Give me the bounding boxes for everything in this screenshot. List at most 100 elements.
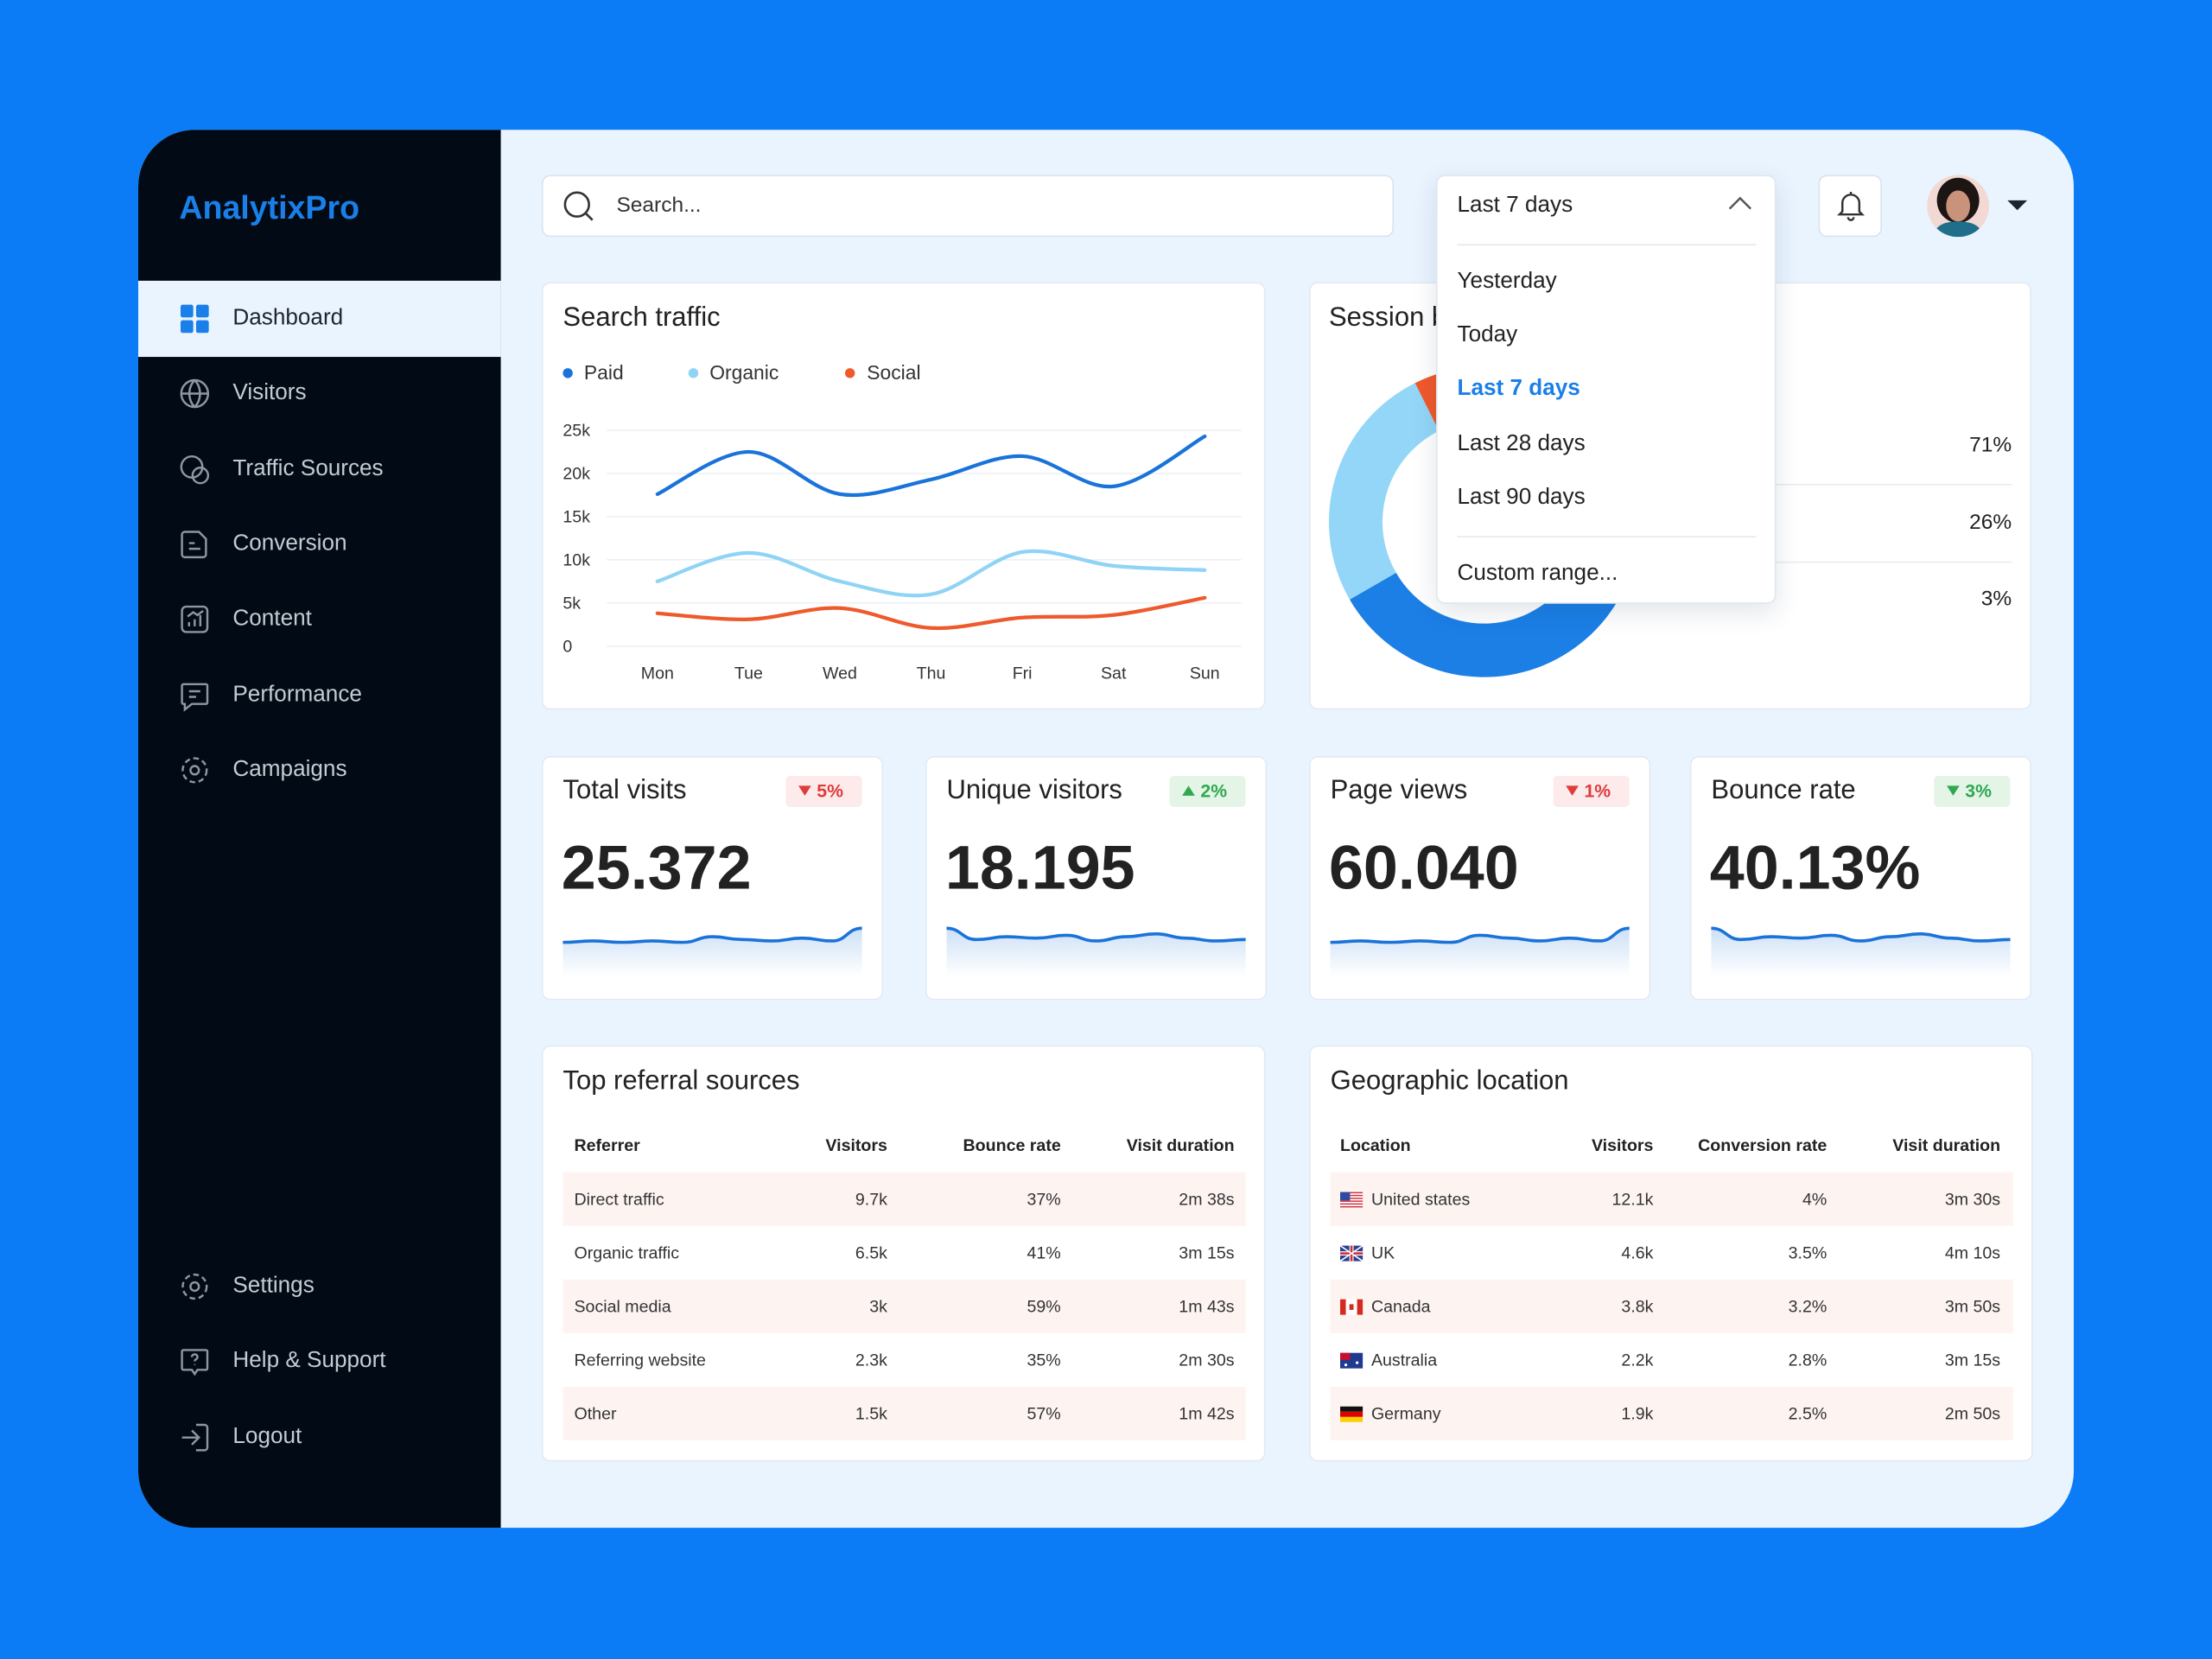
avatar-caret xyxy=(2007,200,2028,211)
x-tick-label: Sun xyxy=(1190,664,1220,683)
nav-item[interactable]: Performance xyxy=(232,682,362,707)
table-cell: 2m 50s xyxy=(1944,1403,2001,1424)
nav-item[interactable]: Settings xyxy=(232,1274,315,1299)
nav-item[interactable]: Content xyxy=(232,607,312,632)
nav-item[interactable]: Conversion xyxy=(232,531,347,556)
legend-dot xyxy=(562,367,573,378)
arrow xyxy=(798,785,811,796)
value-label: 3% xyxy=(1980,587,2012,611)
kpi-change: 2% xyxy=(1200,779,1228,802)
nav-item[interactable]: Help & Support xyxy=(232,1349,386,1374)
column-header: Bounce rate xyxy=(963,1135,1061,1156)
sparkline xyxy=(1330,926,1630,976)
table-cell: 4.6k xyxy=(1621,1243,1654,1263)
dropdown-option[interactable]: Yesterday xyxy=(1457,269,1557,294)
icon-part xyxy=(1837,192,1866,221)
dropdown-option[interactable]: Last 90 days xyxy=(1457,485,1586,510)
x-tick-label: Fri xyxy=(1013,664,1033,683)
table-cell: 2m 30s xyxy=(1179,1350,1235,1370)
kpi-value: 60.040 xyxy=(1328,833,1519,903)
nav-icon xyxy=(181,1273,208,1300)
icon-part xyxy=(187,610,204,627)
flag xyxy=(1340,1405,1363,1421)
trend-arrow xyxy=(798,785,811,796)
search-box[interactable] xyxy=(541,175,1395,238)
nav-item[interactable]: Campaigns xyxy=(232,757,347,782)
dropdown-selected[interactable]: Last 7 days xyxy=(1457,193,1573,218)
row-bg xyxy=(1330,1279,2013,1333)
flag-part xyxy=(1357,1298,1363,1314)
row-bg xyxy=(563,1386,1246,1440)
flag xyxy=(1340,1191,1363,1207)
nav-item[interactable]: Logout xyxy=(232,1424,302,1449)
caret xyxy=(2007,200,2028,211)
icon-part xyxy=(195,320,209,334)
nav-icon xyxy=(181,1423,209,1451)
chevron xyxy=(1728,196,1751,210)
dropdown-option[interactable]: Last 7 days xyxy=(1457,377,1580,402)
kpi-title: Bounce rate xyxy=(1711,775,1856,806)
nav-item[interactable]: Traffic Sources xyxy=(232,456,384,481)
legend-dot xyxy=(844,367,855,378)
table-title: Geographic location xyxy=(1330,1066,1569,1096)
dropdown-option[interactable]: Custom range... xyxy=(1457,561,1618,586)
dropdown-option[interactable]: Last 28 days xyxy=(1457,430,1586,455)
row-divider xyxy=(1693,560,2012,563)
nav-icon xyxy=(180,379,210,409)
y-tick-label: 5k xyxy=(563,594,581,613)
sparkline-area xyxy=(1711,928,2011,976)
table-cell: 3m 15s xyxy=(1944,1350,2001,1370)
date-dropdown[interactable] xyxy=(1436,175,1777,604)
table-cell: 1m 43s xyxy=(1179,1296,1235,1317)
table-cell: 57% xyxy=(1027,1403,1061,1424)
kpi-change: 1% xyxy=(1584,779,1611,802)
avatar xyxy=(1927,175,1990,238)
dropdown-option[interactable]: Today xyxy=(1457,323,1518,347)
nav-icon xyxy=(180,454,210,484)
nav-icon xyxy=(180,304,209,334)
table-cell: 2.5% xyxy=(1788,1403,1827,1424)
kpi-value: 40.13% xyxy=(1709,833,1921,903)
sidebar xyxy=(138,130,501,1529)
nav-item[interactable]: Visitors xyxy=(232,381,307,406)
table-cell: 2m 38s xyxy=(1179,1189,1235,1210)
kpi-badge xyxy=(1553,775,1630,807)
table-cell: 3m 50s xyxy=(1944,1296,2001,1317)
sparkline xyxy=(946,926,1246,976)
nav-item[interactable]: Dashboard xyxy=(232,306,344,331)
dropdown-divider xyxy=(1457,536,1757,538)
y-tick-label: 25k xyxy=(563,421,590,440)
flag-part xyxy=(1355,1360,1359,1363)
sparkline-line xyxy=(946,926,1246,943)
table-cell: 35% xyxy=(1027,1350,1061,1370)
table-cell: Organic traffic xyxy=(574,1243,680,1263)
table-cell: 3.2% xyxy=(1788,1296,1827,1317)
column-header: Visit duration xyxy=(1892,1135,2001,1156)
kpi-title: Page views xyxy=(1330,775,1468,806)
legend-dot xyxy=(687,367,698,378)
column-header: Referrer xyxy=(574,1135,640,1156)
flag-part xyxy=(1340,1298,1346,1314)
table-cell: Other xyxy=(574,1403,617,1424)
flag-part xyxy=(1340,1405,1363,1411)
notification-button[interactable] xyxy=(1818,175,1882,238)
legend-label: Organic xyxy=(709,360,779,385)
icon-part xyxy=(181,682,209,711)
trend-arrow xyxy=(1182,785,1195,796)
nav-icon xyxy=(181,682,209,711)
flag-part xyxy=(1340,1199,1363,1202)
table-cell: 2.2k xyxy=(1621,1350,1654,1370)
value-label: 26% xyxy=(1969,510,2012,534)
nav-icon xyxy=(181,1349,209,1376)
sparkline-line xyxy=(1711,926,2011,943)
row-bg xyxy=(1330,1172,2013,1226)
table-cell: 2.8% xyxy=(1788,1350,1827,1370)
kpi-title: Unique visitors xyxy=(946,775,1122,806)
flag-part xyxy=(1340,1410,1363,1417)
x-tick-label: Sat xyxy=(1101,664,1127,683)
column-header: Visit duration xyxy=(1126,1135,1235,1156)
y-tick-label: 20k xyxy=(563,464,590,483)
table-cell: 6.5k xyxy=(855,1243,887,1263)
icon-part xyxy=(584,212,594,221)
dropdown-divider xyxy=(1457,244,1757,246)
